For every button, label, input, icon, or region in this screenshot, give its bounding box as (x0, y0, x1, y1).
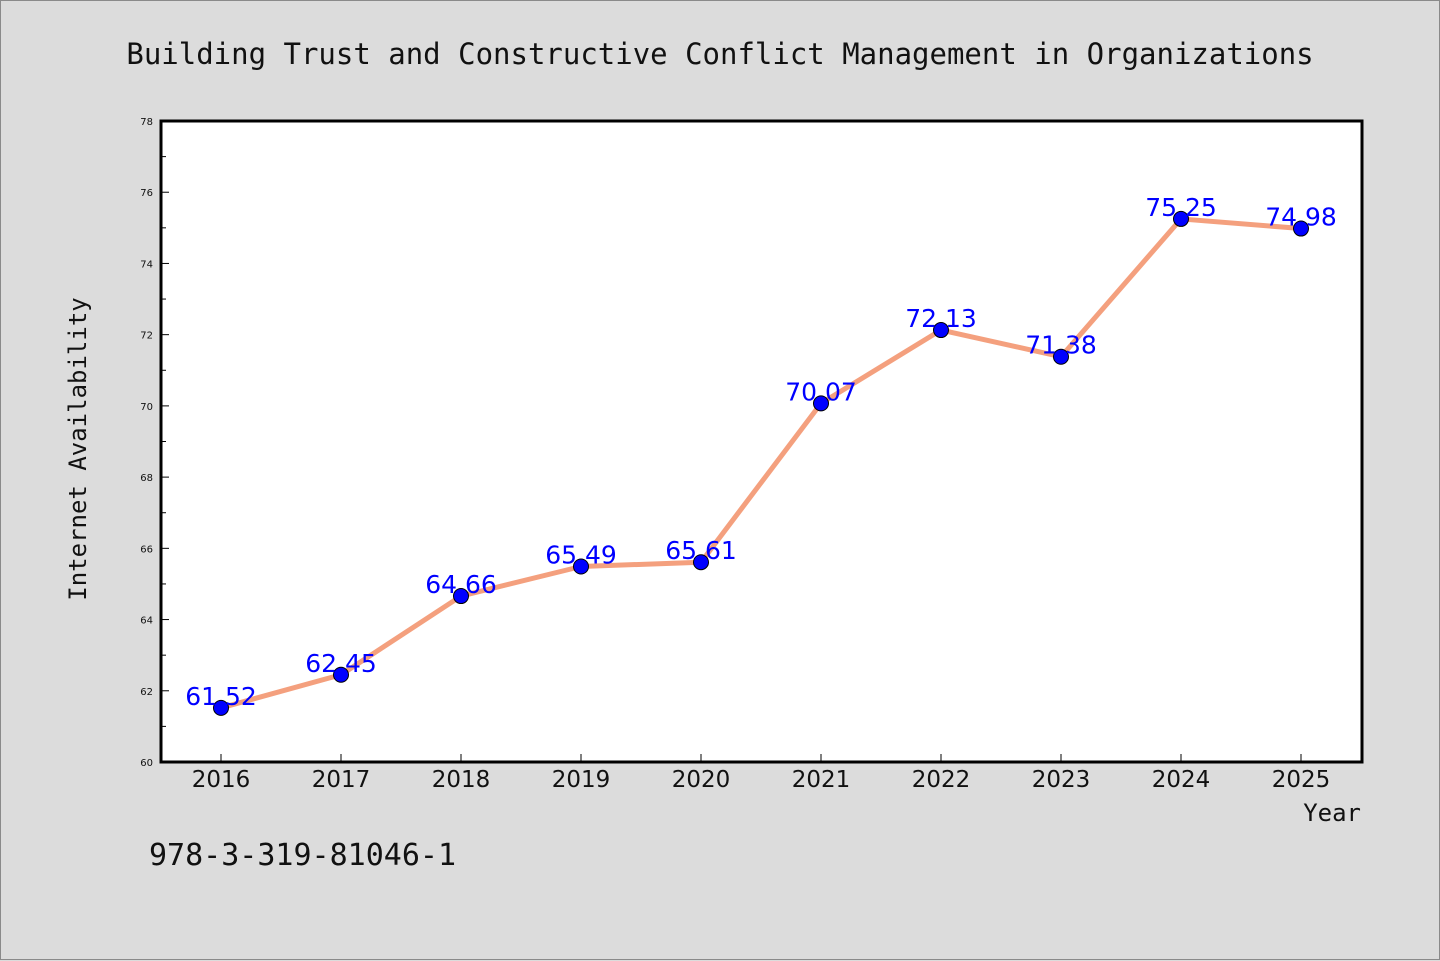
y-tick-label: 62 (140, 687, 153, 698)
data-label: 64.66 (425, 570, 497, 599)
data-point (1173, 210, 1189, 227)
data-point (1053, 348, 1069, 365)
x-tick-label: 2018 (432, 767, 491, 793)
data-label: 61.52 (185, 682, 257, 711)
y-tick-label: 64 (140, 616, 153, 627)
data-label: 75.25 (1145, 193, 1217, 222)
data-label: 71.38 (1025, 331, 1097, 360)
data-label: 70.07 (785, 377, 857, 406)
data-point (573, 558, 589, 575)
y-tick-label: 72 (140, 331, 153, 342)
y-axis-title: Internet Availability (64, 297, 92, 600)
data-labels: 61.52 62.45 64.66 65.49 65.61 70.07 72.13 71.38… (185, 193, 1337, 711)
data-point (1293, 220, 1309, 237)
y-tick-label: 68 (140, 473, 153, 484)
data-label: 65.49 (545, 540, 617, 569)
data-point (213, 699, 229, 716)
x-tick-label: 2016 (192, 767, 251, 793)
data-point (453, 588, 469, 605)
data-label: 74.98 (1265, 203, 1337, 232)
x-tick-label: 2024 (1152, 767, 1211, 793)
x-tick-label: 2021 (792, 767, 851, 793)
y-tick-label: 78 (140, 117, 153, 128)
x-axis: 2016 2017 2018 2019 2020 2021 2022 2023 2024 2025 (192, 754, 1331, 793)
x-tick-label: 2019 (552, 767, 611, 793)
x-tick-label: 2023 (1032, 767, 1091, 793)
y-tick-label: 74 (140, 259, 153, 270)
data-point (693, 554, 709, 571)
x-tick-label: 2022 (912, 767, 971, 793)
y-tick-label: 66 (140, 544, 153, 555)
chart-title: Building Trust and Constructive Conflict… (126, 37, 1313, 71)
data-points (213, 210, 1309, 716)
data-point (813, 395, 829, 412)
data-point (333, 666, 349, 683)
series-line (220, 216, 1302, 711)
x-axis-title: Year (1303, 799, 1361, 827)
x-tick-label: 2025 (1272, 767, 1331, 793)
data-label: 65.61 (665, 536, 737, 565)
isbn-label: 978-3-319-81046-1 (149, 838, 456, 873)
x-tick-label: 2017 (312, 767, 371, 793)
plot-area (159, 119, 1364, 764)
data-label: 62.45 (305, 649, 377, 678)
data-point (933, 322, 949, 339)
y-axis: 60 62 64 66 68 70 72 74 76 78 (140, 117, 169, 769)
y-tick-label: 76 (140, 188, 153, 199)
data-label: 72.13 (905, 304, 977, 333)
y-tick-label: 70 (140, 402, 153, 413)
x-tick-label: 2020 (672, 767, 731, 793)
y-tick-label: 60 (140, 758, 153, 769)
